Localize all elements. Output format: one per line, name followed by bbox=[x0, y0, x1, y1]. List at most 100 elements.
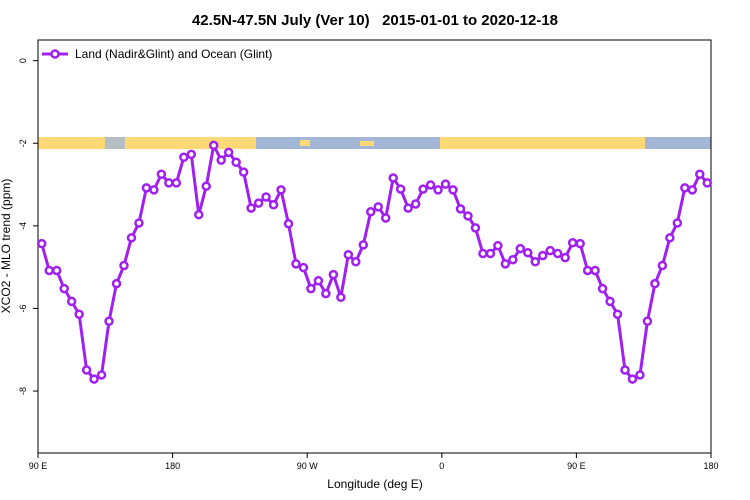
point bbox=[283, 219, 294, 229]
plot-frame bbox=[37, 39, 712, 454]
point bbox=[380, 213, 391, 223]
point bbox=[627, 374, 638, 384]
point bbox=[268, 200, 279, 210]
x-tick-label: 90 E bbox=[29, 461, 48, 471]
point bbox=[478, 248, 488, 259]
point bbox=[134, 218, 144, 228]
point bbox=[485, 248, 496, 259]
point bbox=[440, 179, 451, 189]
point bbox=[433, 185, 443, 195]
point bbox=[410, 199, 421, 209]
point bbox=[470, 223, 481, 233]
point bbox=[552, 248, 563, 259]
point bbox=[104, 316, 114, 327]
point bbox=[687, 185, 698, 195]
point bbox=[156, 169, 167, 179]
point bbox=[313, 276, 324, 286]
point bbox=[680, 183, 690, 193]
point bbox=[388, 173, 398, 183]
point bbox=[538, 250, 548, 261]
ocean-strip bbox=[256, 137, 440, 149]
y-tick-label: 0 bbox=[18, 58, 28, 63]
point bbox=[231, 157, 241, 167]
chart-title: 42.5N-47.5N July (Ver 10) 2015-01-01 to … bbox=[192, 12, 558, 29]
ocean-strip bbox=[645, 137, 711, 149]
series-line bbox=[40, 143, 709, 381]
point bbox=[612, 309, 623, 319]
y-axis-label: XCO2 - MLO trend (ppm) bbox=[0, 179, 13, 314]
point bbox=[702, 178, 713, 188]
point bbox=[126, 233, 137, 243]
point bbox=[635, 370, 645, 380]
point bbox=[186, 149, 197, 160]
point bbox=[418, 184, 428, 194]
point bbox=[567, 238, 578, 248]
point bbox=[36, 238, 47, 249]
point bbox=[306, 283, 316, 294]
point bbox=[620, 365, 630, 375]
legend-label: Land (Nadir&Glint) and Ocean (Glint) bbox=[75, 47, 272, 61]
point bbox=[545, 245, 555, 256]
point bbox=[119, 260, 129, 271]
point bbox=[657, 260, 668, 271]
y-tick-label: -6 bbox=[18, 304, 28, 312]
point bbox=[336, 292, 346, 303]
point bbox=[201, 181, 211, 191]
point bbox=[665, 233, 675, 243]
point bbox=[455, 204, 466, 214]
point bbox=[59, 283, 69, 294]
point bbox=[575, 238, 585, 249]
point bbox=[179, 152, 189, 163]
land-strip bbox=[300, 140, 310, 146]
point bbox=[358, 240, 369, 250]
x-axis-label: Longitude (deg E) bbox=[327, 477, 422, 491]
point bbox=[149, 185, 159, 195]
y-tick-label: -2 bbox=[18, 139, 28, 147]
point bbox=[216, 155, 226, 165]
point bbox=[51, 265, 62, 276]
point bbox=[328, 269, 339, 280]
point bbox=[261, 192, 271, 202]
point bbox=[351, 257, 361, 267]
point bbox=[695, 169, 705, 179]
point bbox=[590, 265, 600, 276]
point bbox=[171, 178, 182, 188]
point bbox=[208, 140, 219, 151]
point bbox=[366, 207, 376, 217]
point bbox=[508, 254, 518, 265]
point bbox=[66, 296, 77, 307]
point bbox=[111, 278, 122, 289]
point bbox=[493, 240, 503, 251]
point bbox=[298, 262, 309, 273]
point bbox=[523, 247, 533, 258]
point bbox=[672, 218, 683, 228]
point bbox=[597, 283, 608, 294]
x-tick-label: 90 E bbox=[567, 461, 586, 471]
point bbox=[463, 211, 473, 221]
x-tick-label: 0 bbox=[439, 461, 444, 471]
point bbox=[253, 198, 264, 208]
point bbox=[605, 296, 615, 307]
land-strip bbox=[360, 141, 374, 146]
point bbox=[515, 243, 526, 254]
x-tick-label: 180 bbox=[703, 461, 718, 471]
land-ocean-strip bbox=[38, 137, 711, 149]
point bbox=[321, 288, 331, 299]
x-tick-label: 90 W bbox=[297, 461, 319, 471]
point bbox=[238, 167, 249, 177]
point bbox=[276, 185, 286, 195]
point bbox=[373, 202, 383, 212]
point bbox=[96, 370, 107, 380]
point bbox=[500, 259, 511, 269]
point bbox=[194, 209, 204, 220]
point bbox=[395, 184, 406, 194]
point bbox=[223, 147, 234, 158]
point bbox=[164, 178, 174, 188]
point bbox=[89, 374, 99, 384]
point bbox=[291, 259, 301, 269]
x-tick-label: 180 bbox=[165, 461, 180, 471]
point bbox=[141, 183, 152, 193]
point bbox=[44, 265, 54, 276]
point bbox=[403, 203, 413, 213]
y-tick-label: -8 bbox=[18, 387, 28, 395]
